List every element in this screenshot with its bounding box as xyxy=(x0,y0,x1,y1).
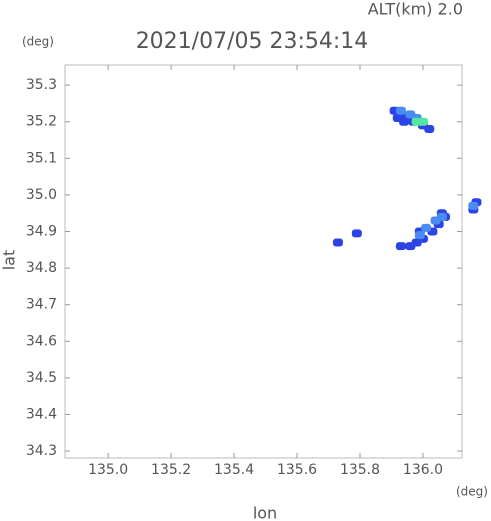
echo-cell xyxy=(395,242,406,251)
y-tick-label: 34.8 xyxy=(26,260,57,276)
y-axis-label: lat xyxy=(0,250,19,271)
echo-cell xyxy=(417,117,428,126)
x-axis-label: lon xyxy=(253,504,277,521)
x-tick-label: 135.8 xyxy=(340,462,380,478)
x-tick-label: 136.0 xyxy=(403,462,443,478)
x-tick-label: 135.4 xyxy=(214,462,254,478)
y-tick-label: 34.9 xyxy=(26,223,57,239)
y-tick-label: 35.1 xyxy=(26,150,57,166)
x-unit: (deg) xyxy=(456,485,488,499)
echo-cell xyxy=(395,106,406,115)
echo-cell xyxy=(414,231,425,240)
x-tick-label: 135.6 xyxy=(277,462,317,478)
y-tick-label: 35.2 xyxy=(26,114,57,130)
y-tick-label: 35.0 xyxy=(26,187,57,203)
y-tick-label: 34.4 xyxy=(26,406,57,422)
plot-frame xyxy=(64,64,463,459)
echo-cell xyxy=(332,238,343,247)
y-tick-label: 34.3 xyxy=(26,443,57,459)
y-tick-label: 34.7 xyxy=(26,297,57,313)
echo-cell xyxy=(421,223,432,232)
x-tick-label: 135.2 xyxy=(151,462,191,478)
echo-cell xyxy=(468,201,479,210)
y-unit: (deg) xyxy=(22,35,54,49)
chart-title: 2021/07/05 23:54:14 xyxy=(136,29,369,54)
y-tick-label: 34.5 xyxy=(26,370,57,386)
y-tick-label: 34.6 xyxy=(26,333,57,349)
altitude-label: ALT(km) 2.0 xyxy=(368,0,463,19)
echo-cell xyxy=(436,212,447,221)
x-tick-label: 135.0 xyxy=(88,462,128,478)
echo-cell xyxy=(351,229,362,238)
y-tick-label: 35.3 xyxy=(26,77,57,93)
echo-cell xyxy=(424,125,435,134)
echo-cell xyxy=(399,117,410,126)
